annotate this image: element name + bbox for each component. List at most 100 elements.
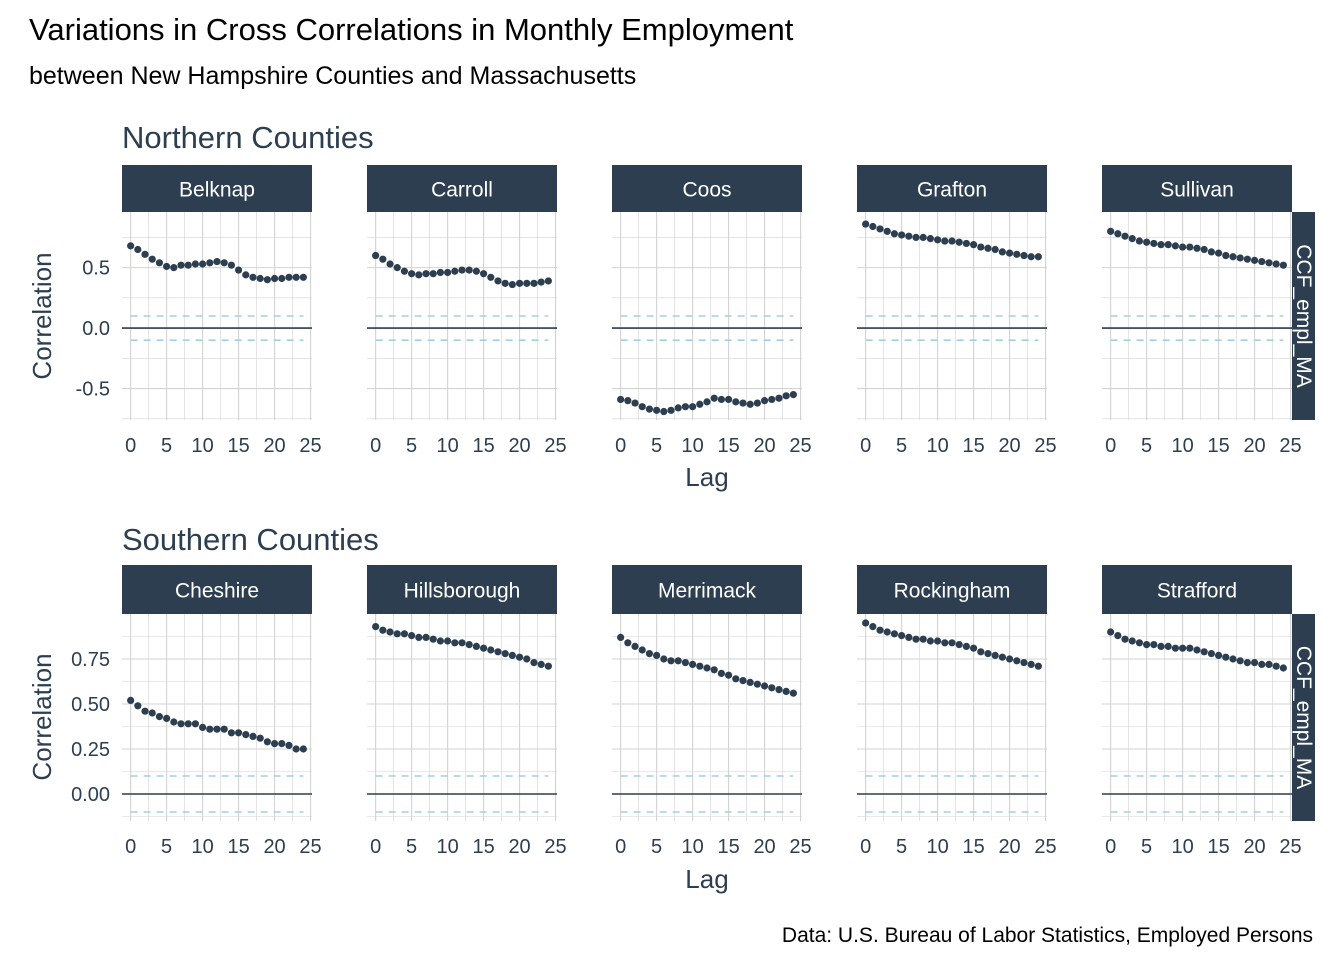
panel-cheshire: Cheshire 0 5 10 15 20 25 xyxy=(122,565,322,858)
y-tick-label: -0.5 xyxy=(76,379,110,401)
facet-strip-label: Sullivan xyxy=(1160,179,1234,202)
x-tick-label: 20 xyxy=(1243,435,1265,457)
data-point xyxy=(372,623,380,631)
data-point xyxy=(1005,249,1014,257)
x-tick-label: 10 xyxy=(681,435,703,457)
y-tick-label: 0.75 xyxy=(71,649,110,671)
data-point xyxy=(429,270,437,278)
panel-merrimack: Merrimack 0 5 10 15 20 25 xyxy=(612,565,812,858)
data-point xyxy=(746,678,754,687)
data-point xyxy=(1179,243,1187,251)
data-point xyxy=(746,400,754,408)
facet-strip-label: Belknap xyxy=(179,179,255,202)
x-tick-label: 25 xyxy=(544,435,566,457)
data-point xyxy=(624,639,632,647)
data-point xyxy=(926,637,935,645)
chart-subtitle: between New Hampshire Counties and Massa… xyxy=(29,62,636,90)
data-point xyxy=(862,220,870,228)
data-point xyxy=(213,725,221,733)
data-point xyxy=(1020,251,1028,260)
data-point xyxy=(689,403,697,411)
data-point xyxy=(487,273,495,281)
facet-strip xyxy=(612,165,802,212)
data-point xyxy=(372,251,380,260)
data-point xyxy=(732,398,740,406)
x-tick-label: 0 xyxy=(615,435,626,457)
data-point xyxy=(1214,651,1223,660)
x-tick-label: 15 xyxy=(717,435,739,457)
data-point xyxy=(465,266,473,274)
data-point xyxy=(386,628,394,636)
x-tick-label: 0 xyxy=(370,836,381,858)
data-point xyxy=(1243,659,1251,667)
x-tick-label: 20 xyxy=(508,435,530,457)
data-point xyxy=(163,262,171,271)
data-point xyxy=(451,267,459,275)
data-point xyxy=(170,264,178,272)
y-tick-label: 0.0 xyxy=(82,318,110,340)
data-point xyxy=(170,718,178,726)
x-tick-label: 15 xyxy=(962,836,984,858)
data-point xyxy=(1258,257,1266,266)
data-point xyxy=(645,650,654,658)
data-point xyxy=(220,259,228,267)
data-point xyxy=(479,270,488,278)
data-point xyxy=(703,664,711,672)
data-point xyxy=(1164,241,1172,249)
facet-strip xyxy=(367,165,557,212)
side-strip-label: CCF_empl_MA xyxy=(1292,244,1315,388)
chart-title: Variations in Cross Correlations in Mont… xyxy=(29,12,794,47)
facet-group-1: Northern Counties Correlation 0.5 0.0 -0.5 La… xyxy=(27,120,1315,492)
data-point xyxy=(155,259,164,267)
data-point xyxy=(638,403,646,411)
data-point xyxy=(234,266,243,274)
data-point xyxy=(934,637,942,645)
data-point xyxy=(191,720,200,728)
data-point xyxy=(544,662,552,670)
data-point xyxy=(199,723,207,732)
data-point xyxy=(696,400,704,408)
data-point xyxy=(379,255,387,263)
data-point xyxy=(465,641,473,649)
data-point xyxy=(977,243,985,251)
data-point xyxy=(213,257,221,266)
data-point xyxy=(984,650,992,658)
facet-strip xyxy=(612,565,802,614)
facet-strip-label: Carroll xyxy=(431,179,493,202)
data-point xyxy=(1229,655,1237,663)
data-point xyxy=(177,720,185,728)
x-tick-label: 25 xyxy=(789,435,811,457)
x-tick-label: 20 xyxy=(998,435,1020,457)
x-tick-label: 0 xyxy=(125,435,136,457)
data-point xyxy=(660,407,668,416)
data-point xyxy=(883,628,891,636)
data-point xyxy=(249,732,257,741)
data-point xyxy=(717,669,725,678)
data-point xyxy=(926,235,935,243)
data-point xyxy=(163,714,171,723)
data-point xyxy=(263,276,271,284)
facet-strip xyxy=(122,565,312,614)
x-tick-label: 5 xyxy=(1141,836,1152,858)
data-point xyxy=(1272,260,1280,268)
data-point xyxy=(760,397,769,405)
data-point xyxy=(1020,659,1028,667)
data-point xyxy=(422,633,430,642)
data-point xyxy=(998,248,1006,256)
data-point xyxy=(1265,259,1273,267)
y-tick-label: 0.50 xyxy=(71,694,110,716)
data-point xyxy=(458,266,466,274)
x-tick-label: 0 xyxy=(125,836,136,858)
chart-caption: Data: U.S. Bureau of Labor Statistics, E… xyxy=(782,924,1313,947)
data-point xyxy=(386,260,394,268)
data-point xyxy=(1179,644,1187,652)
data-point xyxy=(127,242,135,250)
data-point xyxy=(1135,639,1144,647)
data-point xyxy=(1128,637,1136,645)
data-point xyxy=(984,244,992,252)
data-point xyxy=(530,279,538,287)
data-point xyxy=(1222,251,1230,260)
side-strip xyxy=(1292,614,1315,821)
data-point xyxy=(753,399,761,407)
data-point xyxy=(919,635,927,643)
